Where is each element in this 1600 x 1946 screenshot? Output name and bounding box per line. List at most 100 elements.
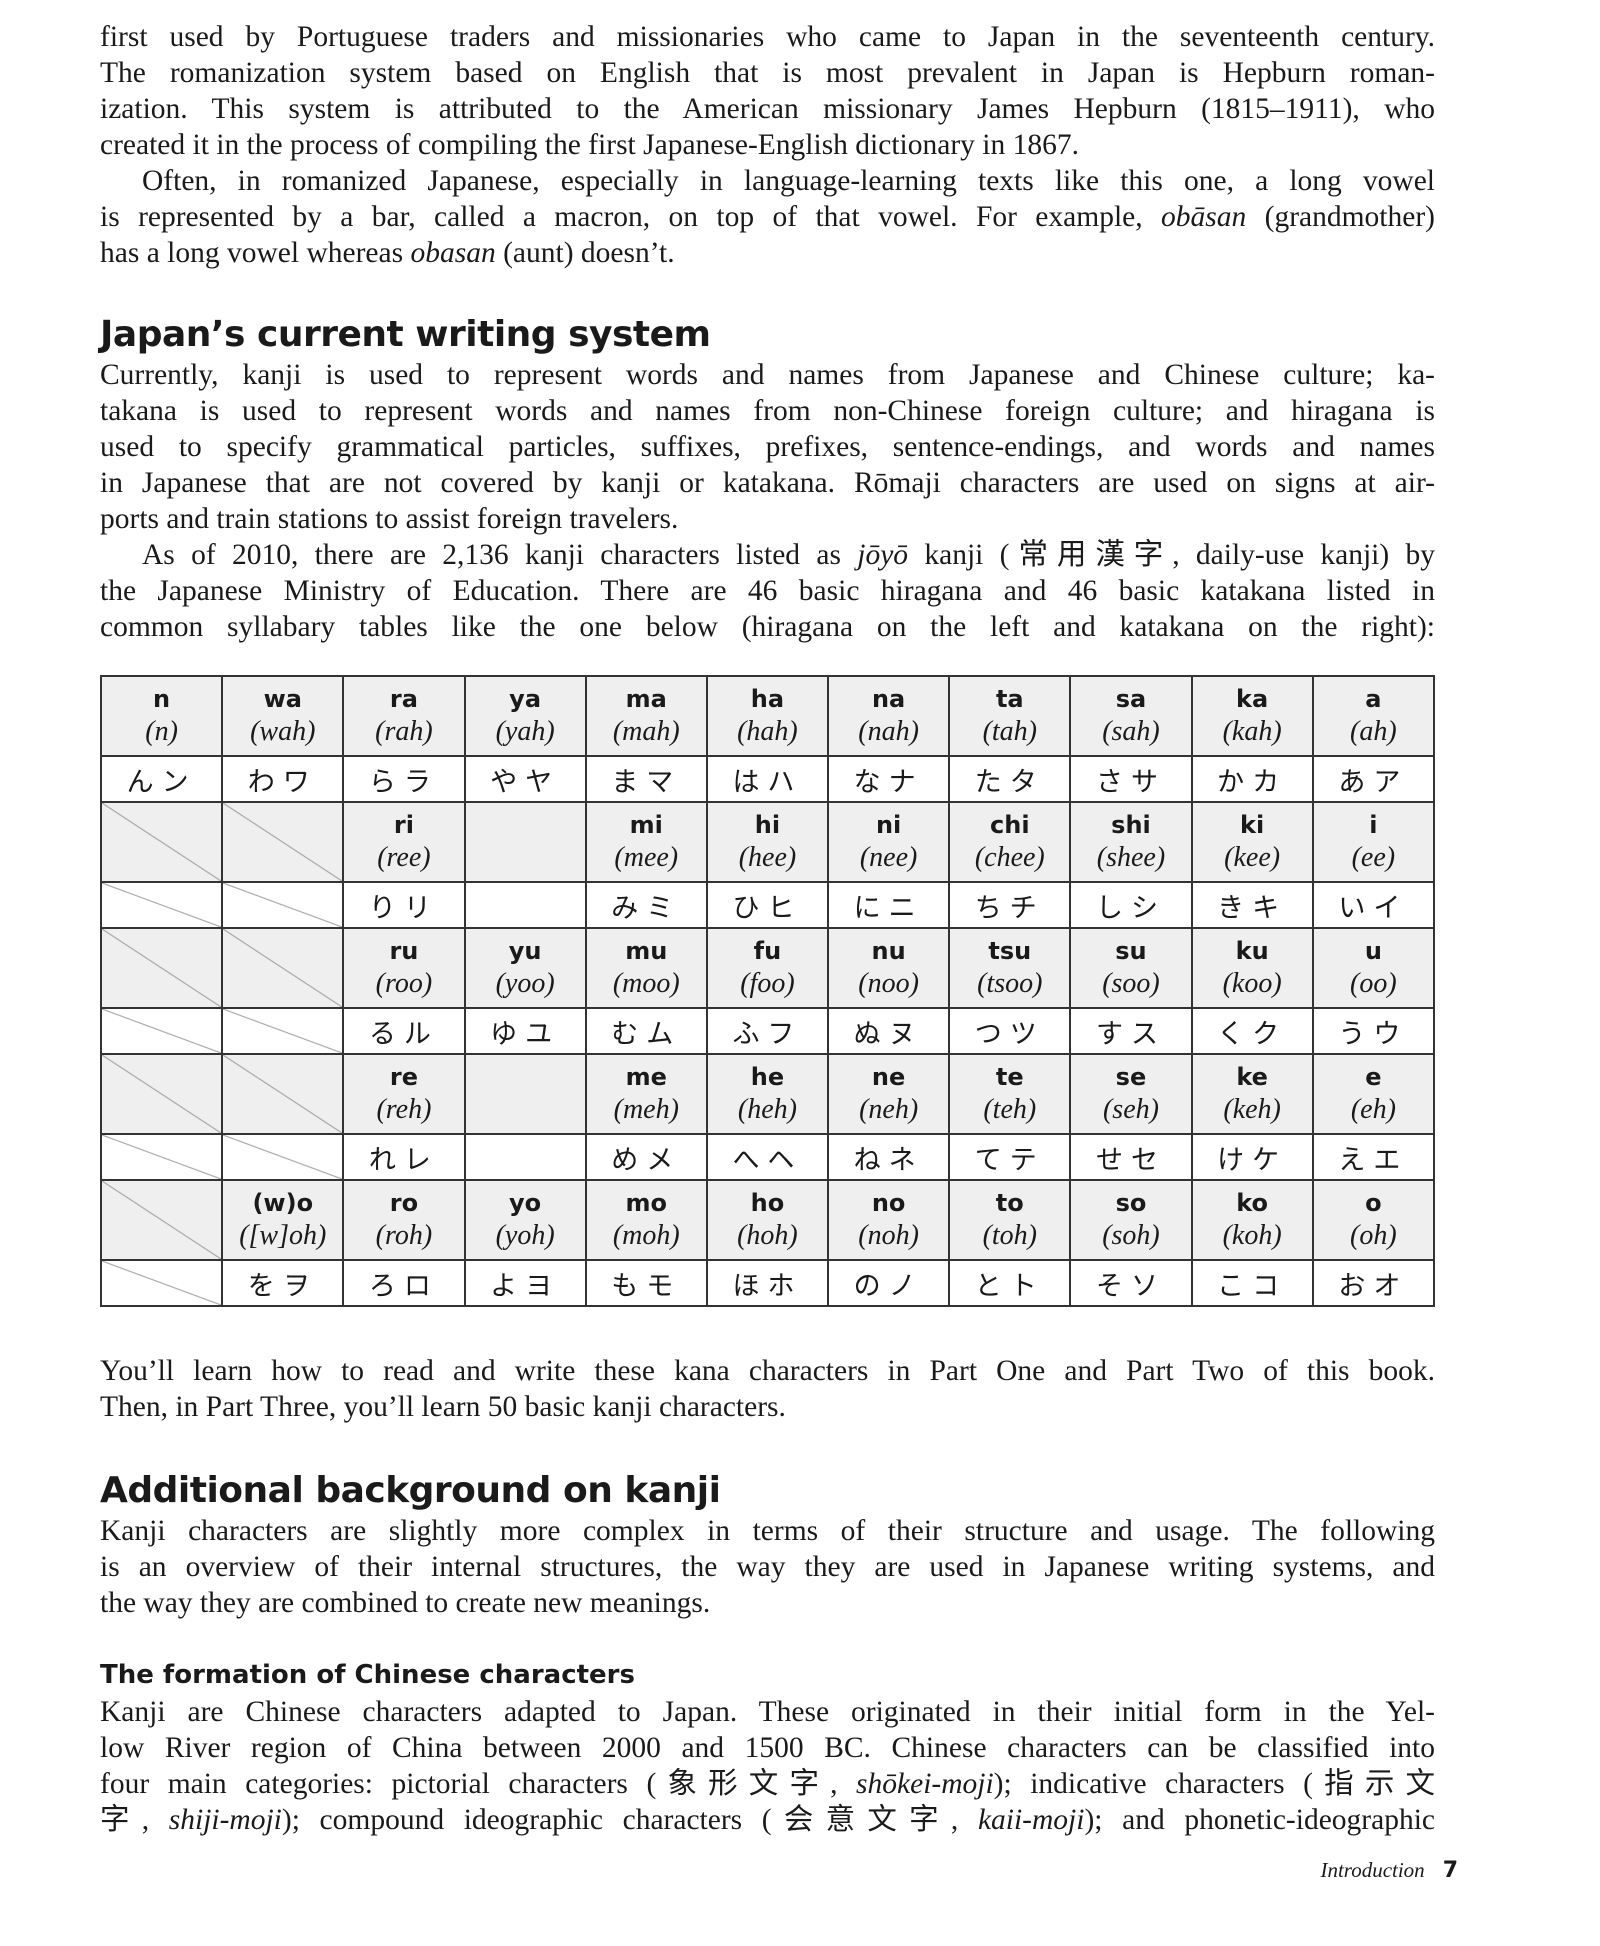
- romaji-cell: u (oo): [1311, 927, 1436, 1009]
- text-line: 字, shiji-moji); compound ideographic cha…: [100, 1804, 1435, 1836]
- kana-cell: くク: [1190, 1007, 1314, 1055]
- text-line: created it in the process of compiling t…: [100, 129, 1079, 161]
- italic-term: jōyō: [857, 539, 909, 571]
- romaji: ya: [509, 685, 542, 713]
- pronunciation: (meh): [613, 1094, 679, 1125]
- kana-cell: ぬヌ: [827, 1007, 951, 1055]
- empty-slashed-cell: [99, 1007, 224, 1055]
- romaji: (w)o: [252, 1189, 314, 1217]
- romaji: ka: [1236, 685, 1269, 713]
- kana-cell: おオ: [1311, 1259, 1436, 1307]
- text-line: is an overview of their internal structu…: [100, 1551, 1435, 1583]
- paragraph-kanji-overview: Kanji characters are slightly more compl…: [100, 1513, 1435, 1621]
- romaji: so: [1115, 1189, 1147, 1217]
- romaji: ke: [1236, 1063, 1268, 1091]
- romaji-cell: e (eh): [1311, 1053, 1436, 1135]
- romaji: se: [1115, 1063, 1147, 1091]
- text-line: used to specify grammatical particles, s…: [100, 431, 1435, 463]
- empty-slashed-cell: [99, 801, 224, 883]
- romaji-cell: nu (noo): [827, 927, 951, 1009]
- pronunciation: (oh): [1350, 1220, 1397, 1251]
- pronunciation: ([w]oh): [239, 1220, 327, 1251]
- kana-cell: いイ: [1311, 881, 1436, 929]
- pronunciation: (tah): [982, 716, 1037, 747]
- empty-slashed-cell: [221, 1133, 345, 1181]
- kana-cell: けケ: [1190, 1133, 1314, 1181]
- romaji-cell: ne (neh): [827, 1053, 951, 1135]
- text-line: Kanji characters are slightly more compl…: [100, 1515, 1435, 1547]
- heading-additional-background: Additional background on kanji: [100, 1470, 721, 1511]
- romaji-cell: ra (rah): [342, 675, 466, 757]
- text-line: ization. This system is attributed to th…: [100, 93, 1435, 125]
- romaji-cell: he (heh): [705, 1053, 830, 1135]
- pronunciation: (yah): [495, 716, 555, 747]
- footer-section: Introduction: [1320, 1858, 1425, 1882]
- kana-cell: こコ: [1190, 1259, 1314, 1307]
- romaji-cell: re (reh): [342, 1053, 466, 1135]
- kana-cell: てテ: [948, 1133, 1072, 1181]
- italic-term: shōkei-moji: [856, 1768, 994, 1800]
- empty-slashed-cell: [99, 1259, 224, 1307]
- empty-slashed-cell: [99, 927, 224, 1009]
- romaji-cell: su (soo): [1069, 927, 1193, 1009]
- text-line: Kanji are Chinese characters adapted to …: [100, 1696, 1435, 1728]
- romaji-cell: ho (hoh): [705, 1179, 830, 1261]
- romaji: te: [995, 1063, 1024, 1091]
- romaji-cell: na (nah): [827, 675, 951, 757]
- romaji: yo: [509, 1189, 542, 1217]
- pronunciation: (nee): [859, 842, 918, 873]
- italic-term: obasan: [410, 237, 496, 269]
- text-line: The romanization system based on English…: [100, 57, 1435, 89]
- italic-term: kaii-moji: [977, 1804, 1085, 1836]
- kana-cell: ねネ: [827, 1133, 951, 1181]
- romaji-cell: ku (koo): [1190, 927, 1314, 1009]
- text-line: the Japanese Ministry of Education. Ther…: [100, 575, 1435, 607]
- romaji: tsu: [988, 937, 1032, 965]
- text-line: Often, in romanized Japanese, especially…: [142, 165, 1435, 197]
- kana-cell: かカ: [1190, 755, 1314, 803]
- romaji: ni: [875, 811, 902, 839]
- romaji: sa: [1115, 685, 1147, 713]
- romaji: ki: [1240, 811, 1265, 839]
- page-footer: Introduction 7: [1320, 1858, 1458, 1883]
- kana-cell: もモ: [584, 1259, 708, 1307]
- text-line: first used by Portuguese traders and mis…: [100, 21, 1435, 53]
- empty-slashed-cell: [221, 801, 345, 883]
- kana-cell: らラ: [342, 755, 466, 803]
- pronunciation: (koh): [1222, 1220, 1282, 1251]
- romaji-cell: mi (mee): [584, 801, 708, 883]
- kana-cell: ほホ: [705, 1259, 830, 1307]
- romaji-cell: yo (yoh): [463, 1179, 587, 1261]
- romaji-cell: ka (kah): [1190, 675, 1314, 757]
- text-line: Currently, kanji is used to represent wo…: [100, 359, 1435, 391]
- pronunciation: (noo): [858, 968, 919, 999]
- romaji: yu: [508, 937, 542, 965]
- text-line: in Japanese that are not covered by kanj…: [100, 467, 1435, 499]
- romaji-cell: hi (hee): [705, 801, 830, 883]
- empty-slashed-cell: [221, 927, 345, 1009]
- kana-cell: めメ: [584, 1133, 708, 1181]
- romaji-cell: ta (tah): [948, 675, 1072, 757]
- romaji: mo: [625, 1189, 668, 1217]
- pronunciation: (kah): [1222, 716, 1282, 747]
- romaji-cell: chi (chee): [948, 801, 1072, 883]
- text-line: You’ll learn how to read and write these…: [100, 1355, 1435, 1387]
- kana-row: るル ゆユ むム ふフ ぬヌ つツ すス くク うウ: [99, 1007, 1436, 1055]
- kana-cell: れレ: [342, 1133, 466, 1181]
- romaji-cell: ya (yah): [463, 675, 587, 757]
- romaji-cell: se (seh): [1069, 1053, 1193, 1135]
- kana-cell: まマ: [584, 755, 708, 803]
- text-line: Then, in Part Three, you’ll learn 50 bas…: [100, 1391, 786, 1423]
- pronunciation: (keh): [1223, 1094, 1281, 1125]
- romaji: hi: [754, 811, 781, 839]
- pronunciation: (nah): [858, 716, 919, 747]
- romaji-row: re (reh) me (meh) he (heh) ne (neh) te (teh) se (se…: [99, 1053, 1436, 1135]
- pronunciation: (yoo): [495, 968, 555, 999]
- romaji: n: [153, 685, 171, 713]
- kana-cell: ゆユ: [463, 1007, 587, 1055]
- kana-cell: むム: [584, 1007, 708, 1055]
- paragraph-learn-kana: You’ll learn how to read and write these…: [100, 1353, 1435, 1425]
- pronunciation: (tsoo): [977, 968, 1043, 999]
- romaji: ho: [750, 1189, 785, 1217]
- pronunciation: (rah): [375, 716, 433, 747]
